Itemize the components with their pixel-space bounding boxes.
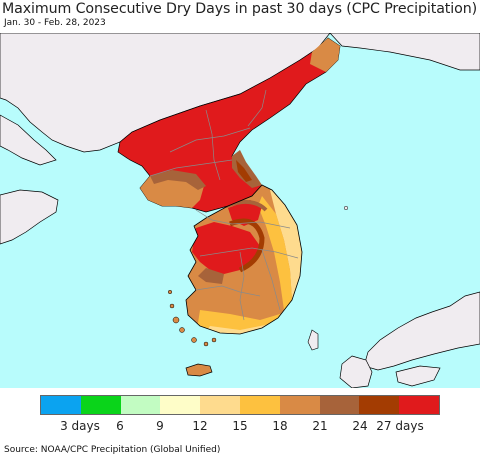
legend-colorbar bbox=[40, 395, 440, 415]
japan-honshu bbox=[363, 291, 480, 371]
legend-swatch bbox=[319, 396, 360, 414]
legend-label: 15 bbox=[232, 419, 248, 433]
legend-label: 3 days bbox=[60, 419, 100, 433]
south-korea-outline bbox=[185, 184, 303, 335]
legend-labels: 3 days 6 9 12 15 18 21 24 27 days bbox=[40, 419, 440, 433]
ne-tip-shading bbox=[310, 38, 340, 72]
legend-label: 24 bbox=[352, 419, 368, 433]
southwest-islands bbox=[167, 289, 217, 347]
japan-kyushu bbox=[339, 355, 373, 388]
hwanghae-band bbox=[150, 170, 206, 190]
legend-label: 12 bbox=[192, 419, 208, 433]
shandong-peninsula bbox=[0, 189, 59, 245]
legend-label: 21 bbox=[312, 419, 328, 433]
japan-shikoku bbox=[395, 365, 441, 387]
legend-swatch bbox=[239, 396, 280, 414]
legend-label: 6 bbox=[116, 419, 124, 433]
legend-label: 9 bbox=[156, 419, 164, 433]
east-coast-band bbox=[232, 150, 262, 188]
east-coast-band-inner bbox=[236, 160, 252, 182]
legend-label: 27 days bbox=[376, 419, 424, 433]
legend-swatch bbox=[359, 396, 400, 414]
russia-landmass bbox=[329, 33, 480, 71]
tsushima-island bbox=[307, 329, 319, 351]
korea-dry-days-map bbox=[0, 33, 480, 388]
jeju-island bbox=[185, 363, 213, 377]
ulleung-island bbox=[343, 205, 349, 211]
legend-swatch bbox=[399, 396, 439, 414]
legend-swatch bbox=[279, 396, 320, 414]
source-credit: Source: NOAA/CPC Precipitation (Global U… bbox=[4, 445, 221, 455]
legend-swatch bbox=[120, 396, 161, 414]
legend-swatch bbox=[41, 396, 81, 414]
province-boundaries bbox=[149, 89, 299, 321]
legend-swatch bbox=[160, 396, 201, 414]
legend-swatch bbox=[200, 396, 240, 414]
map-title: Maximum Consecutive Dry Days in past 30 … bbox=[2, 1, 478, 17]
date-range: Jan. 30 - Feb. 28, 2023 bbox=[4, 18, 106, 28]
liaodong-peninsula bbox=[0, 114, 57, 166]
legend-label: 18 bbox=[272, 419, 288, 433]
legend-swatch bbox=[80, 396, 121, 414]
